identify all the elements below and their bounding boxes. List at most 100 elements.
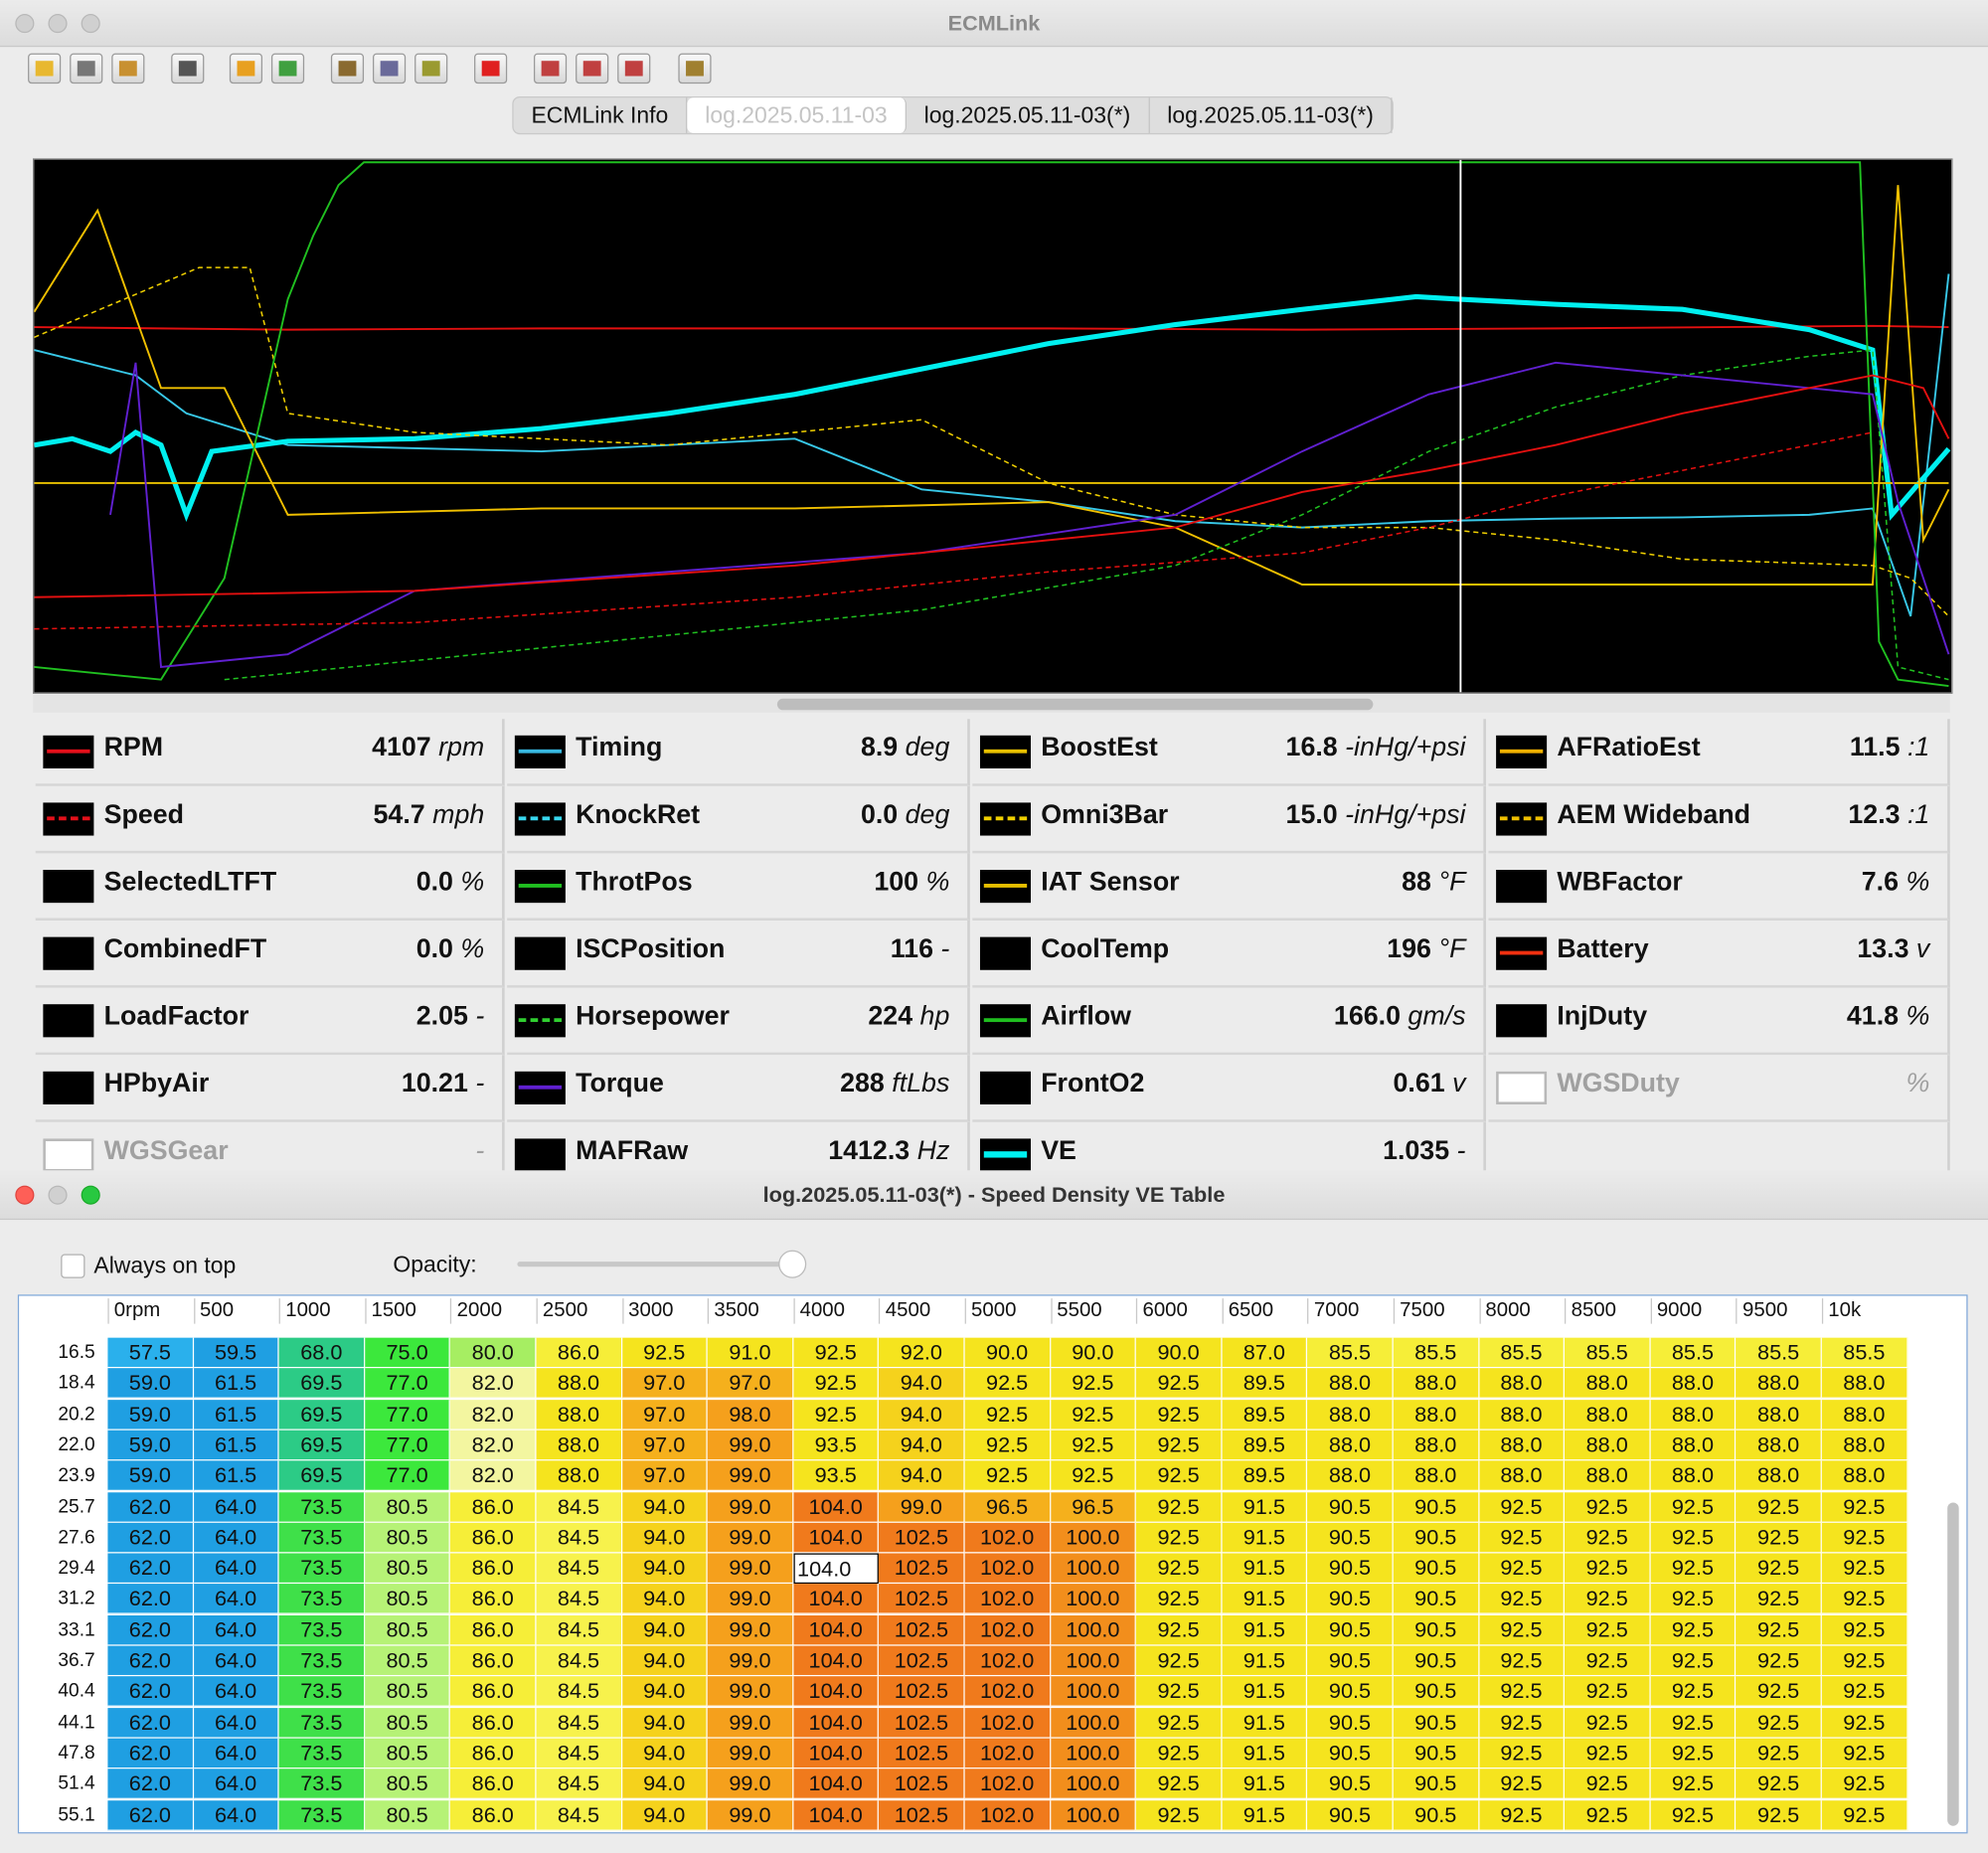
ve-cell[interactable]: 100.0 — [1050, 1676, 1137, 1708]
ve-cell[interactable]: 99.0 — [707, 1553, 794, 1585]
legend-swatch[interactable] — [514, 1138, 566, 1172]
minimize-button[interactable] — [48, 1185, 68, 1205]
ve-cell[interactable]: 86.0 — [450, 1553, 537, 1585]
ve-cell[interactable]: 92.5 — [1736, 1799, 1822, 1831]
ve-cell[interactable]: 89.5 — [1222, 1430, 1308, 1461]
ve-cell[interactable]: 84.5 — [536, 1707, 622, 1739]
ve-cell[interactable]: 89.5 — [1222, 1399, 1308, 1431]
ve-cell[interactable]: 64.0 — [193, 1522, 279, 1554]
ve-cell[interactable]: 84.5 — [536, 1769, 622, 1800]
toolbar-button[interactable] — [414, 53, 448, 84]
ve-cell[interactable]: 89.5 — [1222, 1368, 1308, 1400]
ve-cell[interactable]: 88.0 — [1650, 1430, 1737, 1461]
legend-swatch[interactable] — [43, 869, 94, 904]
ve-cell[interactable]: 102.5 — [879, 1614, 965, 1646]
ve-cell[interactable]: 90.5 — [1307, 1769, 1394, 1800]
ve-cell[interactable]: 75.0 — [365, 1337, 451, 1369]
ve-cell[interactable]: 62.0 — [107, 1614, 194, 1646]
ve-cell[interactable]: 64.0 — [193, 1553, 279, 1585]
ve-cell[interactable]: 92.5 — [964, 1399, 1051, 1431]
ve-cell[interactable]: 104.0 — [793, 1707, 880, 1739]
ve-cell[interactable]: 92.5 — [1821, 1738, 1908, 1769]
legend-swatch[interactable] — [979, 1071, 1031, 1104]
ve-cell[interactable]: 102.0 — [964, 1645, 1051, 1677]
ve-cell[interactable]: 102.0 — [964, 1553, 1051, 1585]
ve-cell[interactable]: 90.5 — [1307, 1707, 1394, 1739]
ve-cell[interactable]: 102.0 — [964, 1738, 1051, 1769]
ve-cell[interactable]: 85.5 — [1736, 1337, 1822, 1369]
ve-cell[interactable]: 92.5 — [1479, 1491, 1566, 1523]
ve-cell[interactable]: 61.5 — [193, 1368, 279, 1400]
ve-cell[interactable]: 92.5 — [1565, 1491, 1651, 1523]
ve-cell[interactable]: 92.5 — [1650, 1522, 1737, 1554]
ve-cell[interactable]: 100.0 — [1050, 1645, 1137, 1677]
ve-cell[interactable]: 97.0 — [621, 1460, 708, 1492]
ve-cell[interactable]: 80.5 — [365, 1676, 451, 1708]
ve-cell[interactable]: 64.0 — [193, 1614, 279, 1646]
ve-cell[interactable]: 88.0 — [1821, 1460, 1908, 1492]
ve-cell[interactable]: 92.5 — [1650, 1645, 1737, 1677]
ve-cell[interactable]: 86.0 — [450, 1491, 537, 1523]
ve-cell[interactable]: 92.5 — [1479, 1522, 1566, 1554]
ve-cell[interactable]: 94.0 — [879, 1399, 965, 1431]
ve-cell[interactable]: 92.5 — [1565, 1553, 1651, 1585]
ve-cell[interactable]: 84.5 — [536, 1799, 622, 1831]
ve-cell[interactable]: 73.5 — [278, 1491, 366, 1523]
ve-cell[interactable]: 88.0 — [1479, 1430, 1566, 1461]
ve-cell[interactable]: 99.0 — [707, 1584, 794, 1615]
ve-cell[interactable]: 62.0 — [107, 1522, 194, 1554]
ve-cell[interactable]: 92.5 — [1821, 1553, 1908, 1585]
ve-cell[interactable]: 102.0 — [964, 1676, 1051, 1708]
ve-cell[interactable]: 92.5 — [1479, 1645, 1566, 1677]
ve-cell[interactable]: 80.5 — [365, 1553, 451, 1585]
ve-cell[interactable]: 88.0 — [1479, 1368, 1566, 1400]
ve-cell[interactable]: 77.0 — [365, 1430, 451, 1461]
ve-cell[interactable]: 90.0 — [1050, 1337, 1137, 1369]
legend-swatch[interactable] — [43, 1004, 94, 1038]
ve-cell[interactable]: 92.5 — [1565, 1614, 1651, 1646]
ve-cell[interactable]: 92.5 — [1650, 1584, 1737, 1615]
ve-cell[interactable]: 73.5 — [278, 1614, 366, 1646]
ve-cell[interactable]: 64.0 — [193, 1707, 279, 1739]
legend-swatch[interactable] — [43, 936, 94, 970]
ve-cell[interactable]: 99.0 — [707, 1460, 794, 1492]
ve-cell[interactable]: 92.5 — [1136, 1460, 1223, 1492]
ve-cell[interactable]: 92.5 — [1136, 1491, 1223, 1523]
ve-cell[interactable]: 100.0 — [1050, 1738, 1137, 1769]
ve-cell[interactable]: 102.5 — [879, 1738, 965, 1769]
ve-cell[interactable]: 92.5 — [1479, 1584, 1566, 1615]
ve-cell[interactable]: 62.0 — [107, 1799, 194, 1831]
ve-cell[interactable]: 91.5 — [1222, 1769, 1308, 1800]
ve-cell[interactable]: 57.5 — [107, 1337, 194, 1369]
legend-swatch[interactable] — [1496, 1004, 1548, 1038]
ve-cell[interactable]: 88.0 — [536, 1368, 622, 1400]
legend-swatch[interactable] — [979, 735, 1031, 768]
legend-swatch[interactable] — [1496, 802, 1548, 836]
tab[interactable]: log.2025.05.11-03 — [687, 97, 907, 133]
tab[interactable]: ECMLink Info — [514, 97, 688, 133]
ve-cell[interactable]: 92.5 — [964, 1368, 1051, 1400]
ve-cell[interactable]: 90.5 — [1393, 1799, 1480, 1831]
ve-cell[interactable]: 92.5 — [1821, 1769, 1908, 1800]
ve-cell[interactable]: 91.5 — [1222, 1799, 1308, 1831]
ve-cell[interactable]: 93.5 — [793, 1460, 880, 1492]
ve-cell[interactable]: 61.5 — [193, 1430, 279, 1461]
legend-swatch[interactable] — [514, 802, 566, 836]
ve-cell[interactable]: 91.5 — [1222, 1738, 1308, 1769]
scrollbar[interactable] — [33, 694, 1950, 713]
ve-cell[interactable]: 92.5 — [1050, 1430, 1137, 1461]
ve-cell[interactable]: 92.5 — [1650, 1738, 1737, 1769]
ve-cell[interactable]: 94.0 — [879, 1430, 965, 1461]
ve-cell[interactable]: 92.5 — [1650, 1707, 1737, 1739]
ve-cell[interactable]: 94.0 — [621, 1707, 708, 1739]
ve-cell[interactable]: 86.0 — [450, 1707, 537, 1739]
ve-cell[interactable]: 59.0 — [107, 1430, 194, 1461]
ve-cell[interactable]: 90.0 — [964, 1337, 1051, 1369]
ve-cell[interactable]: 104.0 — [793, 1799, 880, 1831]
legend-swatch[interactable] — [43, 735, 94, 768]
ve-cell[interactable]: 92.5 — [1136, 1799, 1223, 1831]
ve-cell[interactable]: 92.5 — [1479, 1738, 1566, 1769]
ve-cell[interactable]: 80.5 — [365, 1584, 451, 1615]
ve-cell[interactable]: 88.0 — [1736, 1399, 1822, 1431]
ve-cell[interactable]: 92.5 — [1821, 1676, 1908, 1708]
